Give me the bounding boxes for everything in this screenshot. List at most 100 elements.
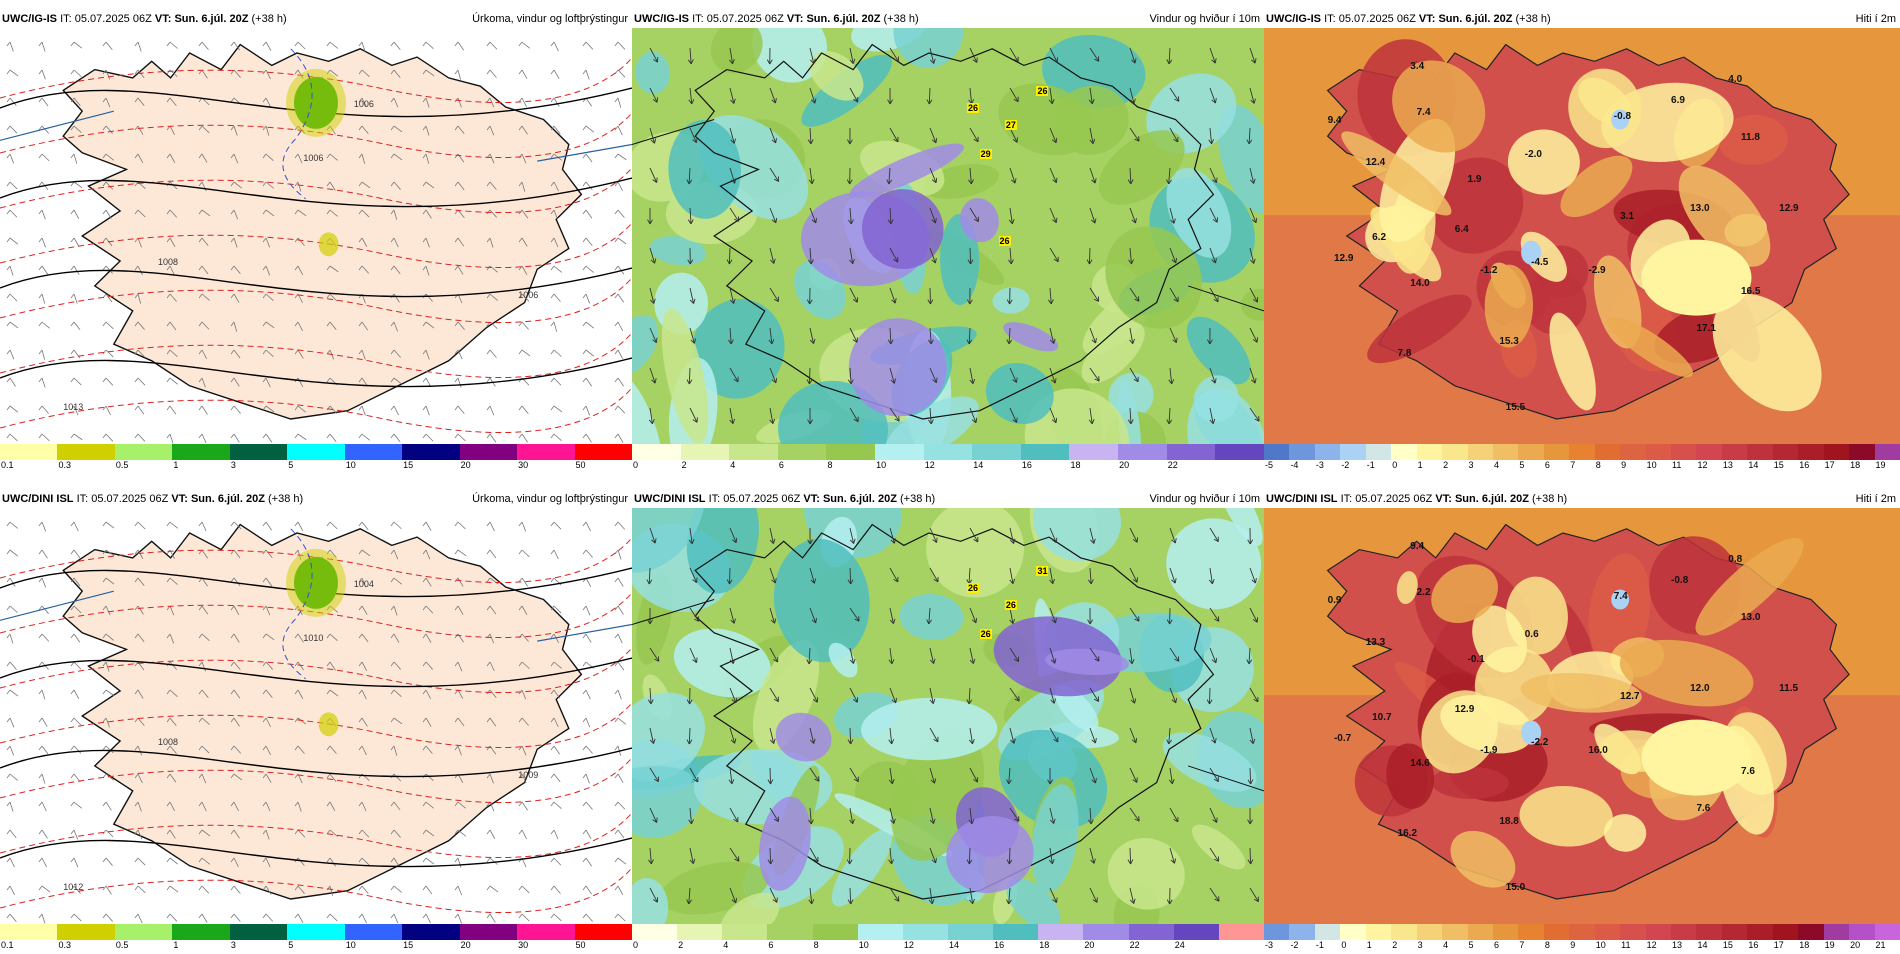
model-name: UWC/IG-IS: [634, 13, 689, 25]
temperature-value: 0.8: [1728, 554, 1742, 565]
colorbar-tick-label: -4: [1290, 460, 1298, 470]
panel-title: Hiti í 2m: [1856, 490, 1896, 508]
colorbar: [0, 924, 632, 940]
isobar-label: 1006: [518, 290, 538, 300]
colorbar-tick-label: 10: [346, 940, 356, 950]
colorbar-swatch: [1340, 924, 1365, 940]
temperature-value: -1.9: [1480, 745, 1497, 756]
colorbar-swatch: [1442, 924, 1467, 940]
colorbar-swatch: [1722, 924, 1747, 940]
colorbar-swatch: [1069, 444, 1118, 460]
colorbar-swatch: [230, 444, 287, 460]
colorbar-swatch: [287, 924, 344, 940]
wind-arrow: [697, 578, 698, 583]
colorbar-swatch: [1215, 444, 1264, 460]
colorbar-tick-label: 2: [682, 460, 687, 470]
isobar-label: 1004: [354, 579, 374, 589]
colorbar-tick-label: 50: [576, 940, 586, 950]
colorbar-tick-label: 5: [1519, 460, 1524, 470]
colorbar-tick-label: 18: [1071, 460, 1081, 470]
colorbar-tick-label: 8: [1545, 940, 1550, 950]
colorbar-tick-label: 5: [1469, 940, 1474, 950]
colorbar-swatch: [1021, 444, 1070, 460]
isobar-label: 1006: [354, 99, 374, 109]
temperature-value: -2.9: [1588, 265, 1605, 276]
colorbar-tick-label: 9: [1570, 940, 1575, 950]
colorbar-swatch: [1824, 924, 1849, 940]
isobar-label: 1013: [63, 402, 83, 412]
colorbar-swatch: [729, 444, 778, 460]
precip-area: [319, 712, 339, 736]
valid-label: VT:: [155, 13, 172, 25]
colorbar: [1264, 444, 1900, 460]
colorbar-tick-label: 8: [1596, 460, 1601, 470]
wind-arrow: [1217, 178, 1218, 183]
colorbar-swatch: [172, 924, 229, 940]
temperature-value: 12.4: [1366, 157, 1385, 168]
colorbar-swatch: [287, 444, 344, 460]
wind-arrow: [1130, 848, 1131, 864]
colorbar-swatch: [575, 924, 632, 940]
colorbar-swatch: [517, 924, 574, 940]
valid-label: VT:: [787, 13, 804, 25]
temperature-value: 6.4: [1455, 224, 1469, 235]
colorbar-tick-label: 0.1: [1, 940, 14, 950]
colorbar-swatch: [1264, 924, 1289, 940]
colorbar-tick-label: -1: [1316, 940, 1324, 950]
temperature-value: 4.0: [1728, 74, 1742, 85]
colorbar-swatch: [1620, 444, 1645, 460]
map-panel-temp: UWC/IG-IS IT: 05.07.2025 06Z VT: Sun. 6.…: [1264, 10, 1900, 474]
temperature-value: 0.9: [1328, 595, 1342, 606]
colorbar-tick-label: 20: [1084, 940, 1094, 950]
colorbar-swatch: [1849, 924, 1874, 940]
wind-arrow: [936, 378, 937, 383]
glacier-area: [1641, 720, 1751, 796]
colorbar-tick-label: 17: [1774, 940, 1784, 950]
colorbar-tick-label: 6: [768, 940, 773, 950]
colorbar-tick-label: 15: [1774, 460, 1784, 470]
colorbar-tick-label: 2: [1443, 460, 1448, 470]
lead-time: (+38 h): [251, 13, 286, 25]
colorbar-tick-label: 15: [403, 940, 413, 950]
colorbar-tick-label: 1: [173, 940, 178, 950]
colorbar-swatch: [1671, 444, 1696, 460]
colorbar-swatch: [1620, 924, 1645, 940]
model-name: UWC/DINI ISL: [1266, 493, 1338, 505]
colorbar-tick-label: 12: [904, 940, 914, 950]
temperature-value: 1.9: [1468, 174, 1482, 185]
init-time: 05.07.2025 06Z: [707, 13, 784, 25]
colorbar-tick-label: -1: [1367, 460, 1375, 470]
colorbar-swatch: [1773, 924, 1798, 940]
valid-time: Sun. 6.júl. 20Z: [823, 493, 897, 505]
colorbar-swatch: [1696, 444, 1721, 460]
temperature-value: 7.6: [1696, 803, 1710, 814]
colorbar-swatch: [1646, 444, 1671, 460]
colorbar-swatch: [1747, 444, 1772, 460]
init-label: IT:: [1324, 13, 1336, 25]
colorbar-tick-label: 4: [723, 940, 728, 950]
valid-time: Sun. 6.júl. 20Z: [1438, 13, 1512, 25]
colorbar: [632, 444, 1264, 460]
panel-title: Vindur og hviður í 10m: [1150, 10, 1260, 28]
temperature-value: -0.1: [1468, 654, 1485, 665]
colorbar-swatch: [1468, 924, 1493, 940]
colorbar-swatch: [813, 924, 858, 940]
colorbar-tick-label: 17: [1825, 460, 1835, 470]
temperature-value: 7.8: [1398, 348, 1412, 359]
map-panel-precip: UWC/DINI ISL IT: 05.07.2025 06Z VT: Sun.…: [0, 490, 632, 954]
wind-arrow: [809, 368, 810, 384]
colorbar-tick-label: 22: [1130, 940, 1140, 950]
wind-arrow: [1056, 218, 1057, 223]
init-time: 05.07.2025 06Z: [723, 493, 800, 505]
colorbar-tick-label: 6: [779, 460, 784, 470]
colorbar-tick-label: 16: [1748, 940, 1758, 950]
colorbar-tick-label: 12: [1647, 940, 1657, 950]
colorbar-swatch: [0, 444, 57, 460]
colorbar-tick-label: 16: [1022, 460, 1032, 470]
colorbar-swatch: [1468, 444, 1493, 460]
colorbar-tick-label: 3: [1469, 460, 1474, 470]
colorbar-swatch: [1174, 924, 1219, 940]
